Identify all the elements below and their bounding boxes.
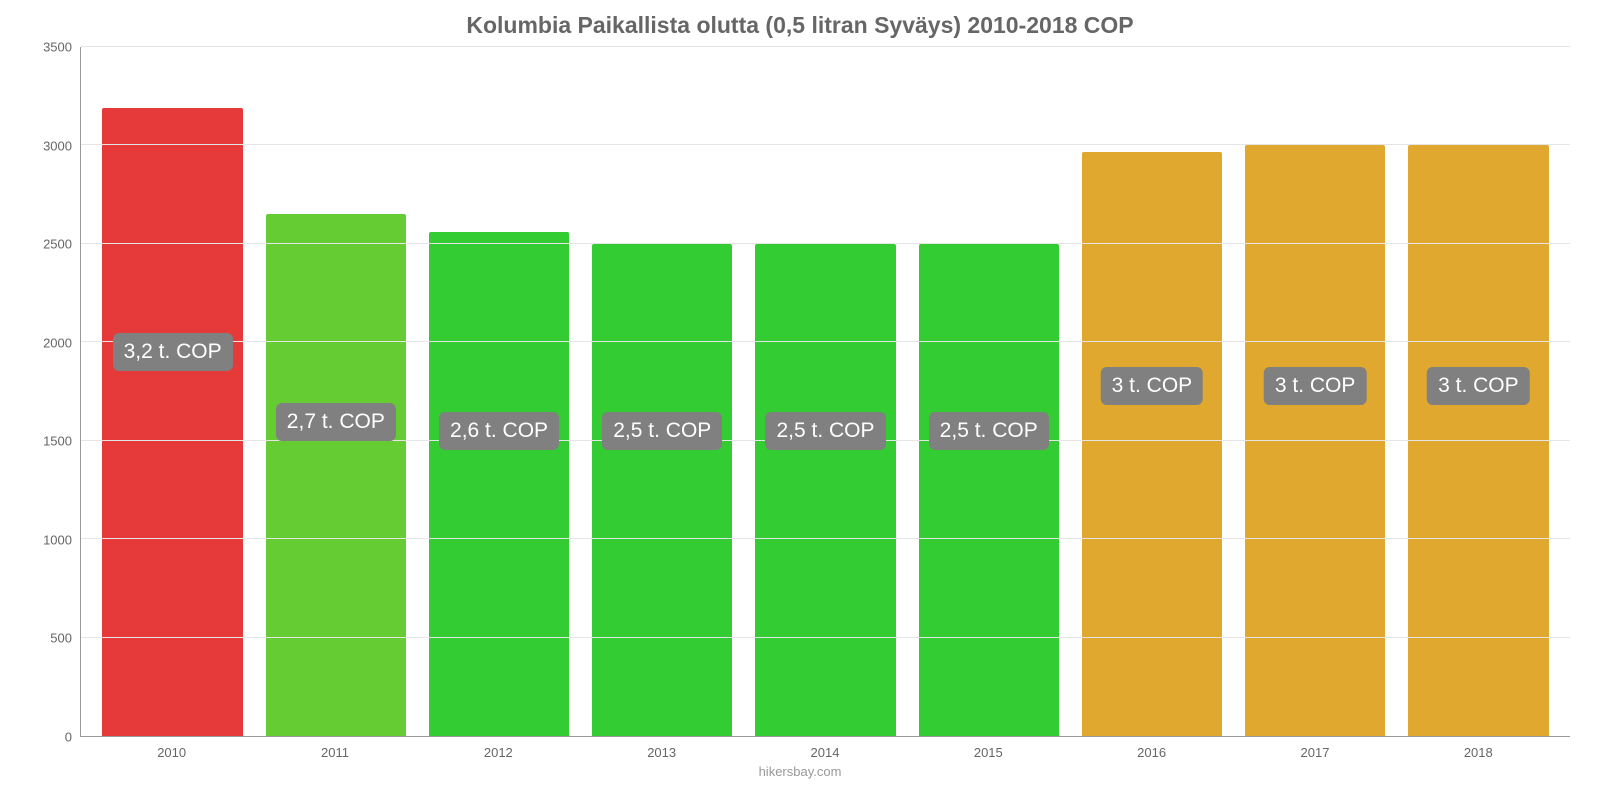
bar-slot: 2,5 t. COP [581, 47, 744, 736]
bar-slot: 2,7 t. COP [254, 47, 417, 736]
y-tick: 2500 [43, 237, 72, 252]
bar-value-label: 2,5 t. COP [765, 412, 885, 450]
bar-value-label: 2,5 t. COP [929, 412, 1049, 450]
bar [1245, 145, 1385, 736]
bar [1408, 145, 1548, 736]
y-tick: 2000 [43, 335, 72, 350]
bar [755, 244, 895, 736]
bar-value-label: 2,5 t. COP [602, 412, 722, 450]
bar [266, 214, 406, 736]
chart-container: Kolumbia Paikallista olutta (0,5 litran … [0, 0, 1600, 800]
grid-line [81, 46, 1570, 47]
y-axis: 0500100015002000250030003500 [30, 47, 80, 737]
x-tick: 2016 [1070, 737, 1233, 760]
y-tick: 1000 [43, 532, 72, 547]
x-tick: 2017 [1233, 737, 1396, 760]
grid-line [81, 637, 1570, 638]
bar-value-label: 2,6 t. COP [439, 412, 559, 450]
x-tick: 2014 [743, 737, 906, 760]
bar-value-label: 3,2 t. COP [113, 333, 233, 371]
x-tick: 2013 [580, 737, 743, 760]
plot-wrapper: 0500100015002000250030003500 3,2 t. COP2… [30, 47, 1570, 737]
x-axis: 201020112012201320142015201620172018 [80, 737, 1570, 760]
x-tick: 2018 [1397, 737, 1560, 760]
grid-line [81, 538, 1570, 539]
bar-value-label: 3 t. COP [1101, 367, 1204, 405]
grid-line [81, 144, 1570, 145]
y-tick: 0 [65, 730, 72, 745]
chart-title: Kolumbia Paikallista olutta (0,5 litran … [30, 12, 1570, 39]
bar [592, 244, 732, 736]
y-tick: 500 [50, 631, 72, 646]
bar-slot: 3 t. COP [1234, 47, 1397, 736]
x-tick: 2010 [90, 737, 253, 760]
bar [919, 244, 1059, 736]
bar-value-label: 2,7 t. COP [276, 403, 396, 441]
y-tick: 3500 [43, 40, 72, 55]
bar-slot: 2,5 t. COP [744, 47, 907, 736]
bar [102, 108, 242, 736]
grid-line [81, 341, 1570, 342]
bars-row: 3,2 t. COP 2,7 t. COP 2,6 t. COP 2,5 t. COP… [81, 47, 1570, 736]
grid-line [81, 243, 1570, 244]
bar [1082, 152, 1222, 736]
plot-area: 3,2 t. COP 2,7 t. COP 2,6 t. COP 2,5 t. COP… [80, 47, 1570, 737]
credit-text: hikersbay.com [30, 764, 1570, 779]
x-tick: 2015 [907, 737, 1070, 760]
bar-slot: 3 t. COP [1070, 47, 1233, 736]
bar-value-label: 3 t. COP [1427, 367, 1530, 405]
bar [429, 232, 569, 736]
bar-value-label: 3 t. COP [1264, 367, 1367, 405]
bar-slot: 3 t. COP [1397, 47, 1560, 736]
bar-slot: 3,2 t. COP [91, 47, 254, 736]
x-tick: 2012 [417, 737, 580, 760]
y-tick: 1500 [43, 434, 72, 449]
y-tick: 3000 [43, 138, 72, 153]
bar-slot: 2,5 t. COP [907, 47, 1070, 736]
bar-slot: 2,6 t. COP [417, 47, 580, 736]
x-tick: 2011 [253, 737, 416, 760]
